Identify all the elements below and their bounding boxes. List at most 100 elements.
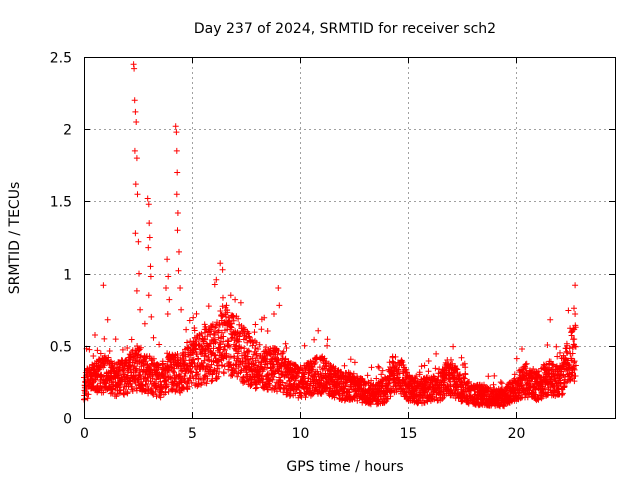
data-point [235,315,242,322]
data-point [112,336,119,343]
data-point [399,359,406,366]
data-point [132,108,139,115]
data-point [148,313,155,320]
data-point [173,191,180,198]
data-point [425,358,432,364]
data-point [94,347,101,354]
data-point [350,370,357,377]
data-point [147,263,154,270]
data-point [368,364,375,371]
data-point [204,375,211,382]
data-point [135,347,142,354]
data-point [292,390,299,397]
data-point [497,379,504,386]
data-point [220,338,227,345]
data-point [132,230,139,237]
y-tick-label: 0 [63,412,72,428]
data-point [232,296,239,303]
data-point [209,321,216,328]
data-point [544,342,551,348]
data-point [188,379,195,386]
data-point [230,317,237,324]
y-axis-label: SRMTID / TECUs [7,182,23,295]
data-point [221,363,228,370]
data-point [218,329,225,336]
y-tick-label: 2.5 [50,51,72,67]
data-point [302,394,309,401]
data-point [268,356,275,363]
x-tick-label: 0 [80,426,89,442]
data-point [238,344,245,351]
data-point [145,201,152,208]
data-point [101,352,108,359]
x-axis-label: GPS time / hours [286,459,403,475]
data-point [100,282,107,289]
data-point [149,390,156,397]
data-point [177,389,184,396]
data-point [164,311,171,317]
data-point [336,391,343,398]
data-point [547,316,554,323]
data-point [227,323,234,330]
data-point [571,305,577,312]
data-point [264,328,271,334]
data-point [229,372,236,379]
data-point [421,362,428,369]
data-point [412,393,419,400]
y-tick-label: 0.5 [50,340,72,356]
data-point [253,339,260,346]
data-point [276,302,283,309]
data-point [324,336,331,343]
data-point [131,97,138,104]
data-point [215,373,222,380]
data-point [216,340,223,346]
data-point [379,367,386,374]
data-point [416,371,423,378]
data-point [217,260,224,267]
data-point [104,316,111,323]
data-point [186,317,193,324]
data-point [132,181,139,188]
data-point [182,370,189,377]
data-point [553,343,560,350]
data-point [271,386,278,393]
data-point [205,303,212,310]
data-point [270,373,277,380]
data-point [375,363,382,370]
data-points [81,61,579,410]
data-point [111,360,118,367]
data-point [131,147,138,154]
data-point [212,339,219,346]
data-point [145,292,152,299]
data-point [286,393,293,399]
data-point [109,389,116,396]
data-point [163,285,169,291]
data-point [86,346,93,353]
data-point [174,210,181,216]
data-point [144,195,151,202]
data-point [133,119,140,125]
data-point [256,341,263,348]
data-point [301,342,308,349]
data-point [166,296,173,303]
data-point [397,385,404,392]
data-point [120,367,127,374]
x-tick-label: 10 [292,426,310,442]
data-point [187,369,194,376]
data-point [144,383,151,389]
data-point [220,333,227,340]
data-point [324,342,331,349]
data-point [141,320,148,327]
data-point [176,248,182,255]
data-point [134,343,141,349]
data-point [195,371,201,377]
data-point [92,332,98,338]
data-point [458,354,465,361]
data-point [190,356,197,363]
data-point [450,343,457,350]
data-point [186,383,193,390]
data-point [135,238,142,245]
data-point [413,373,420,380]
data-point [195,356,202,362]
data-point [271,311,277,317]
